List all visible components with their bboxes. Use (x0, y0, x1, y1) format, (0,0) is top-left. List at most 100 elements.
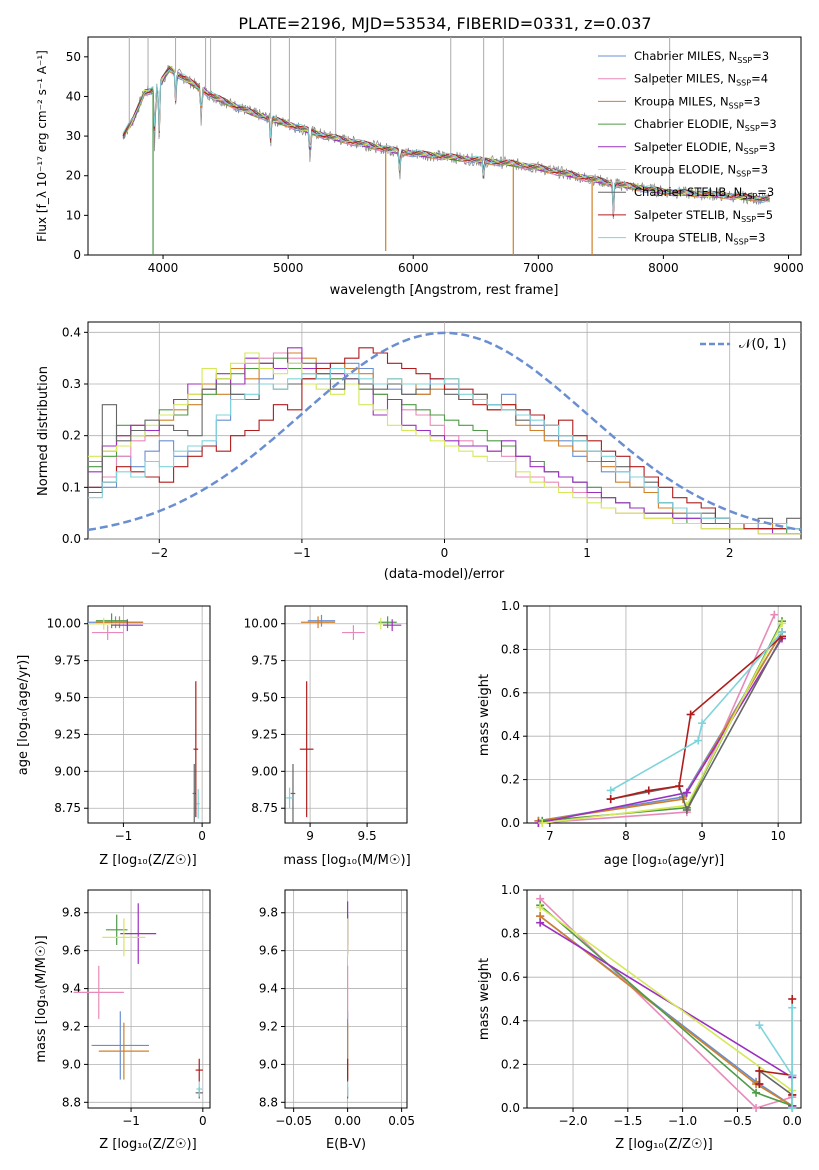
panel-frame (87, 889, 211, 1109)
y-tick-label: 0.2 (501, 773, 520, 787)
age-vs-mass-xlabel: mass [log₁₀(M/M☉)] (283, 853, 410, 868)
massweight-vs-age-panel: 7 8 9 10 0.0 0.2 0.4 0.6 0.8 1.0 (501, 599, 802, 843)
mass-vs-z-panel: −1 0 8.8 9.0 9.2 9.4 9.6 9.8 (62, 889, 211, 1128)
weight-line (538, 638, 783, 824)
x-tick-label: 9 (698, 829, 706, 843)
y-tick-label: 9.6 (259, 944, 278, 958)
y-tick-label: 9.00 (54, 764, 81, 778)
spectrum-x-tick-label: 9000 (773, 261, 804, 275)
y-tick-label: 0.2 (501, 1057, 520, 1071)
residual-hist-line (88, 367, 801, 530)
y-tick-label: 0.4 (501, 729, 520, 743)
weight-line (758, 1007, 794, 1108)
y-tick-label: 9.75 (54, 654, 81, 668)
legend-label: Salpeter ELODIE, NSSP=3 (634, 140, 776, 156)
y-tick-label: 10.00 (47, 617, 81, 631)
spectrum-model-line (122, 69, 770, 215)
y-tick-label: 9.6 (62, 944, 81, 958)
residual-x-tick-label: 1 (583, 546, 591, 560)
spectrum-x-tick-label: 5000 (273, 261, 304, 275)
figure-title: PLATE=2196, MJD=53534, FIBERID=0331, z=0… (238, 14, 651, 33)
residual-xlabel: (data-model)/error (384, 567, 505, 582)
spectrum-x-tick-label: 7000 (523, 261, 554, 275)
legend-label: Chabrier STELIB, NSSP=3 (634, 185, 774, 201)
residual-y-tick-label: 0.2 (62, 429, 81, 443)
residual-x-tick-label: −2 (150, 546, 168, 560)
legend-label: Salpeter STELIB, NSSP=5 (634, 208, 773, 224)
y-tick-label: 9.50 (251, 691, 278, 705)
residual-y-tick-label: 0.1 (62, 480, 81, 494)
y-tick-label: 9.4 (259, 982, 278, 996)
x-tick-label: 8 (622, 829, 630, 843)
residual-ticks: −2 −1 0 1 2 0.0 0.1 0.2 0.3 0.4 (62, 325, 734, 560)
residual-hist-line (88, 347, 801, 530)
massweight-vs-age-ylabel: mass weight (477, 674, 492, 756)
x-tick-label: 0.0 (783, 1114, 802, 1128)
y-tick-label: 1.0 (501, 599, 520, 613)
spectrum-y-tick-label: 40 (66, 89, 81, 103)
weight-line (542, 620, 783, 822)
massweight-vs-z-panel: −2.0 −1.5 −1.0 −0.5 0.0 0.0 0.2 0.4 0.6 0.8 1.0 (501, 883, 802, 1128)
residual-panel: −2 −1 0 1 2 0.0 0.1 0.2 0.3 0.4 (data-model)/erro… (36, 321, 802, 582)
y-tick-label: 0.8 (501, 642, 520, 656)
x-tick-label: −2.0 (558, 1114, 587, 1128)
x-tick-label: −1 (122, 1114, 140, 1128)
legend-label: Kroupa ELODIE, NSSP=3 (634, 163, 768, 179)
mass-vs-ebv-xlabel: E(B-V) (326, 1137, 366, 1152)
legend-label: Salpeter MILES, NSSP=4 (634, 72, 768, 88)
residual-lines (87, 331, 802, 535)
normal-legend-label: 𝒩(0, 1) (739, 337, 786, 352)
x-tick-label: 9 (306, 829, 314, 843)
spectrum-x-ticks: 4000 5000 6000 7000 8000 9000 (148, 255, 804, 275)
spectrum-frame (87, 36, 802, 256)
spectrum-model-line (122, 69, 770, 214)
y-tick-label: 0.4 (501, 1014, 520, 1028)
spectrum-y-tick-label: 10 (66, 208, 81, 222)
x-tick-label: 0.00 (334, 1114, 361, 1128)
y-tick-label: 9.00 (251, 764, 278, 778)
y-tick-label: 0.6 (501, 686, 520, 700)
spectrum-model-line (122, 65, 770, 217)
y-tick-label: 8.8 (259, 1095, 278, 1109)
weight-line (538, 631, 783, 822)
x-tick-label: −0.5 (723, 1114, 752, 1128)
x-tick-label: 7 (546, 829, 554, 843)
spectrum-y-tick-label: 20 (66, 169, 81, 183)
spectrum-ylabel: Flux [f_λ 10⁻¹⁷ erg cm⁻² s⁻¹ A⁻¹] (35, 50, 49, 242)
spectrum-xlabel: wavelength [Angstrom, rest frame] (330, 283, 559, 298)
mass-vs-z-xlabel: Z [log₁₀(Z/Z☉)] (99, 1137, 196, 1152)
y-tick-label: 9.0 (62, 1057, 81, 1071)
spectrum-x-tick-label: 8000 (648, 261, 679, 275)
x-tick-label: 10 (771, 829, 786, 843)
x-tick-label: −1.5 (613, 1114, 642, 1128)
spectrum-panel: 4000 5000 6000 7000 8000 9000 0 10 20 30 40 50 wav… (35, 36, 804, 298)
y-tick-label: 0.0 (501, 816, 520, 830)
x-tick-label: 9.5 (358, 829, 377, 843)
age-vs-mass-panel: 9 9.5 8.75 9.00 9.25 9.50 9.75 10.00 (244, 605, 408, 843)
legend-label: Chabrier MILES, NSSP=3 (634, 49, 769, 65)
spectrum-y-ticks: 0 10 20 30 40 50 (66, 50, 88, 262)
panel-frame (87, 605, 211, 824)
y-tick-label: 9.50 (54, 691, 81, 705)
massweight-vs-z-xlabel: Z [log₁₀(Z/Z☉)] (615, 1137, 712, 1152)
normal-curve (87, 331, 802, 532)
y-tick-label: 9.75 (251, 654, 278, 668)
y-tick-label: 9.25 (54, 727, 81, 741)
y-tick-label: 9.25 (251, 727, 278, 741)
spectrum-model-line (122, 65, 770, 215)
y-tick-label: 9.2 (62, 1019, 81, 1033)
mass-vs-z-ylabel: mass [log₁₀(M/M☉)] (34, 935, 49, 1062)
y-tick-label: 0.6 (501, 970, 520, 984)
x-tick-label: −0.05 (275, 1114, 312, 1128)
weight-line (610, 631, 783, 792)
age-vs-z-xlabel: Z [log₁₀(Z/Z☉)] (99, 853, 196, 868)
y-tick-label: 0.8 (501, 927, 520, 941)
x-tick-label: −1 (115, 829, 133, 843)
y-tick-label: 8.8 (62, 1095, 81, 1109)
y-tick-label: 9.4 (62, 982, 81, 996)
residual-x-tick-label: −1 (293, 546, 311, 560)
spectrum-legend: Chabrier MILES, NSSP=3 Salpeter MILES, NS… (598, 49, 777, 247)
y-tick-label: 9.2 (259, 1019, 278, 1033)
panel-frame (526, 605, 802, 824)
